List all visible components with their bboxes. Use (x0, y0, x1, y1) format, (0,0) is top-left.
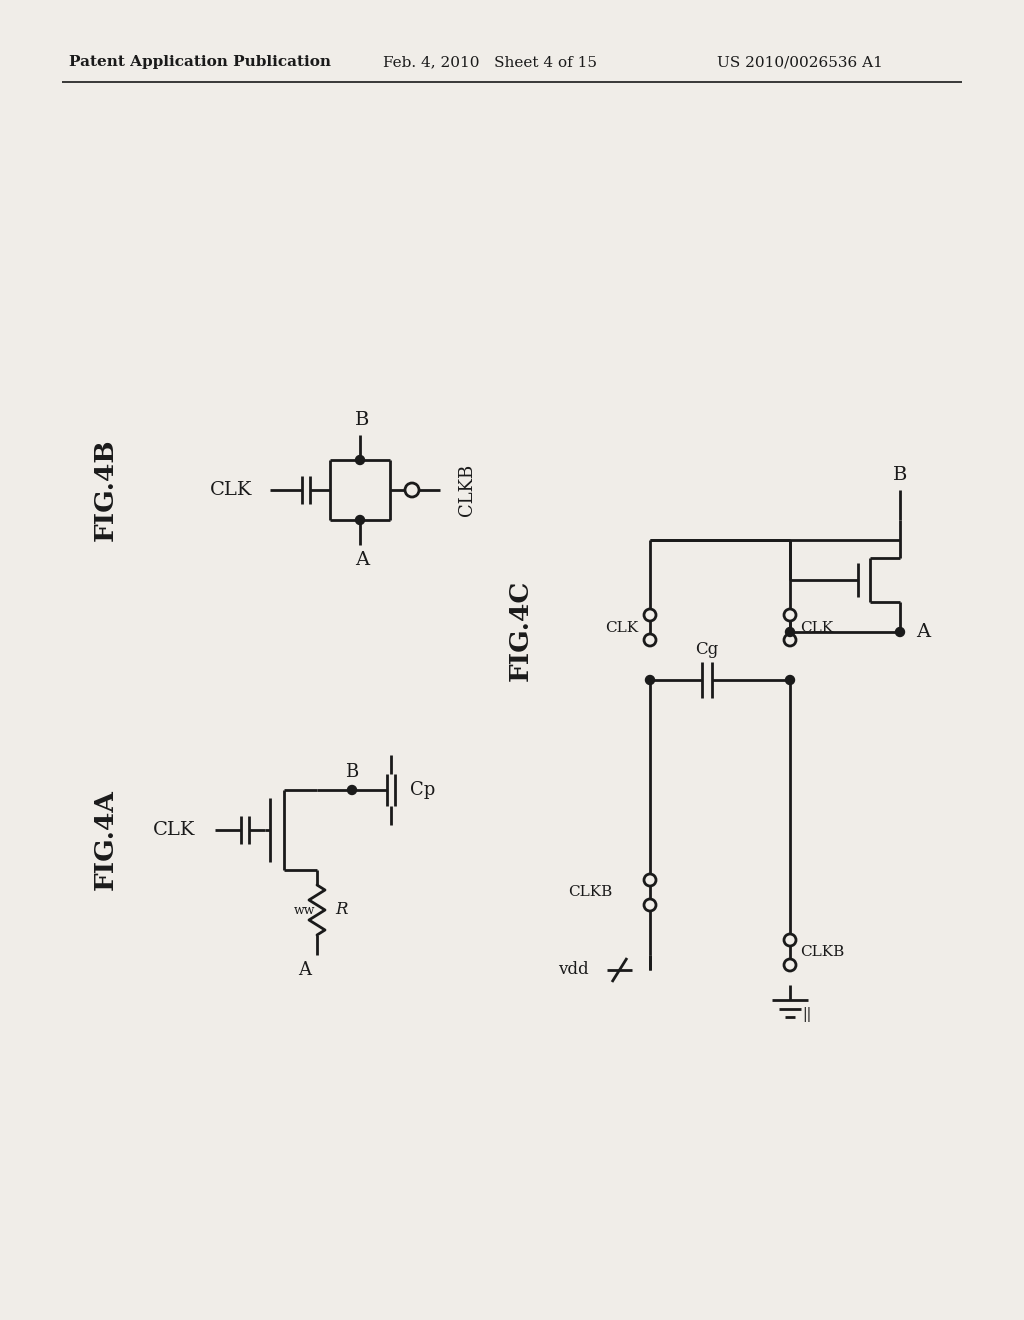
Circle shape (355, 516, 365, 524)
Circle shape (347, 785, 356, 795)
Circle shape (644, 899, 656, 911)
Text: CLK: CLK (605, 620, 638, 635)
Text: B: B (893, 466, 907, 484)
Text: Feb. 4, 2010   Sheet 4 of 15: Feb. 4, 2010 Sheet 4 of 15 (383, 55, 597, 69)
Circle shape (406, 483, 419, 498)
Text: A: A (916, 623, 930, 642)
Text: B: B (345, 763, 358, 781)
Text: CLK: CLK (153, 821, 195, 840)
Circle shape (896, 627, 904, 636)
Text: CLKB: CLKB (800, 945, 844, 960)
Circle shape (785, 676, 795, 685)
Circle shape (784, 609, 796, 620)
Text: CLK: CLK (800, 620, 834, 635)
Text: CLKB: CLKB (458, 463, 476, 516)
Text: FIG.4A: FIG.4A (92, 789, 118, 891)
Circle shape (645, 676, 654, 685)
Circle shape (784, 960, 796, 972)
Text: A: A (299, 961, 311, 979)
Circle shape (355, 455, 365, 465)
Text: B: B (354, 411, 370, 429)
Circle shape (644, 874, 656, 886)
Circle shape (784, 634, 796, 645)
Text: ww: ww (294, 903, 315, 916)
Text: Patent Application Publication: Patent Application Publication (69, 55, 331, 69)
Text: US 2010/0026536 A1: US 2010/0026536 A1 (717, 55, 883, 69)
Text: FIG.4B: FIG.4B (92, 438, 118, 541)
Text: ||: || (802, 1007, 811, 1023)
Circle shape (644, 609, 656, 620)
Text: FIG.4C: FIG.4C (508, 579, 532, 681)
Text: CLK: CLK (210, 480, 252, 499)
Text: Cp: Cp (410, 781, 435, 799)
Circle shape (785, 627, 795, 636)
Text: vdd: vdd (558, 961, 589, 978)
Text: R: R (335, 902, 347, 919)
Text: CLKB: CLKB (567, 884, 612, 899)
Text: A: A (355, 550, 369, 569)
Circle shape (784, 935, 796, 946)
Text: Cg: Cg (695, 642, 719, 659)
Circle shape (644, 634, 656, 645)
